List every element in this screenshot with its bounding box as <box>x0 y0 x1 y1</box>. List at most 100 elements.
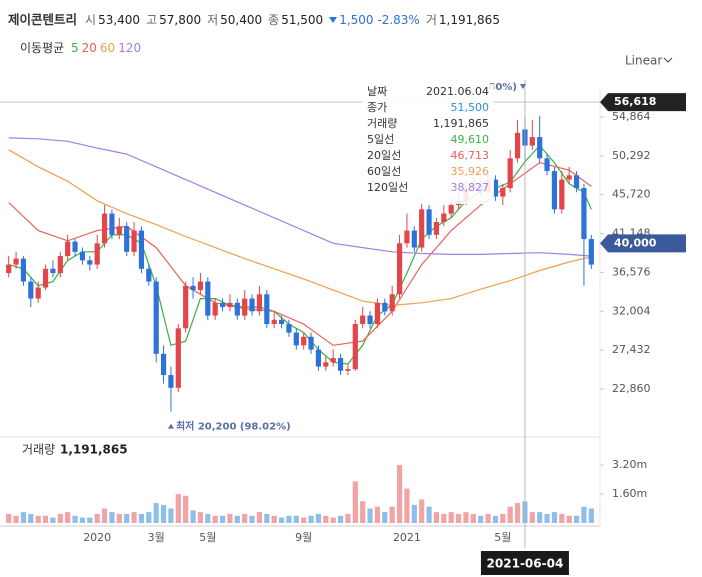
candle-body <box>79 251 86 261</box>
dropdown-chevron[interactable] <box>663 57 673 63</box>
volume-bar <box>242 513 248 523</box>
candle-body <box>559 179 565 210</box>
volume-bar <box>87 517 93 523</box>
candle-body <box>573 175 580 189</box>
volume-bar <box>175 494 181 523</box>
tooltip-value: 51,500 <box>451 101 490 114</box>
volume-bar <box>433 512 440 523</box>
candle-body <box>433 222 440 235</box>
candle-body <box>205 281 211 316</box>
volume-bar <box>168 508 174 523</box>
volume-bar <box>249 515 255 523</box>
volume-bar <box>500 513 506 523</box>
candle-body <box>94 243 100 265</box>
candle-body <box>514 132 521 159</box>
volume-bar <box>212 515 218 523</box>
tooltip-label: 종가 <box>367 101 387 114</box>
volume-bar <box>20 512 27 523</box>
volume-bar <box>389 506 395 523</box>
volume-bar <box>492 515 499 523</box>
candle-body <box>345 369 351 371</box>
candle-body <box>396 243 403 295</box>
volume-bar <box>529 512 535 523</box>
ma-legend-item: 60 <box>99 41 116 55</box>
volume-bar <box>411 504 417 523</box>
volume-bar <box>470 513 476 523</box>
volume-bar <box>153 503 159 523</box>
volume-bar <box>382 512 388 523</box>
volume-bar <box>581 506 587 523</box>
price-tag-label: 56,618 <box>614 95 656 108</box>
volume-bar <box>337 515 344 523</box>
volume-bar <box>116 513 122 523</box>
scale-selector[interactable]: Linear <box>625 54 662 68</box>
candle-body <box>183 285 189 329</box>
volume-key: 거 <box>425 13 437 27</box>
volume-bar <box>559 513 565 523</box>
volume-bar <box>28 513 34 523</box>
field-value: 57,800 <box>159 13 202 27</box>
candle-body <box>242 298 248 316</box>
price-tag-label: 40,000 <box>614 236 657 249</box>
candle-body <box>131 230 137 252</box>
tooltip-value: 35,926 <box>451 165 490 178</box>
candle-body <box>441 213 447 223</box>
ma-line <box>8 137 592 257</box>
volume-bar <box>227 513 233 523</box>
candle-body <box>35 287 41 299</box>
volume-bar <box>441 513 447 523</box>
candle-body <box>382 302 388 312</box>
candle-body <box>160 353 167 376</box>
volume-bar <box>367 508 373 523</box>
tooltip-label: 거래량 <box>367 117 397 130</box>
candle-body <box>337 358 344 371</box>
candle-body <box>42 268 49 288</box>
volume-title: 거래량 <box>22 443 55 457</box>
tooltip-label: 120일선 <box>367 180 408 194</box>
volume-bar <box>197 512 204 523</box>
field-value: 51,500 <box>281 13 324 27</box>
volume-bar <box>131 512 137 523</box>
tooltip-box <box>362 84 494 204</box>
candle-body <box>197 281 204 291</box>
x-tick-label: 5월 <box>494 531 511 544</box>
volume-bar <box>463 512 469 523</box>
candle-body <box>227 302 233 308</box>
y-tick-label: 22,860 <box>612 382 651 395</box>
volume-bar <box>396 465 403 523</box>
volume-bar <box>551 512 558 523</box>
field-key: 시 <box>85 13 97 27</box>
candle-body <box>20 258 27 282</box>
down-triangle <box>329 17 338 23</box>
tooltip-value: 46,713 <box>451 149 490 162</box>
crosshair-date: 2021-06-04 <box>487 557 564 571</box>
x-tick-label: 9월 <box>295 531 312 544</box>
crosshair-date-box <box>480 551 569 575</box>
volume-bar <box>293 515 299 523</box>
y-tick-label: 54,864 <box>612 110 651 123</box>
candle-body <box>168 375 174 388</box>
candle-body <box>492 179 499 197</box>
volume-bar <box>537 512 543 523</box>
tooltip-label: 60일선 <box>367 164 401 178</box>
candle-body <box>389 294 395 312</box>
volume-bar <box>205 513 211 523</box>
volume-bar <box>146 512 152 523</box>
field-value: 53,400 <box>98 13 141 27</box>
candle-body <box>308 336 314 350</box>
volume-bar <box>426 506 432 523</box>
volume-bar <box>101 508 108 523</box>
candle-body <box>264 294 270 325</box>
volume-bar <box>455 513 462 523</box>
candle-body <box>138 230 145 269</box>
change-text: 1,500 -2.83% <box>339 13 420 27</box>
candle-body <box>588 239 594 265</box>
tooltip-value: 38,827 <box>451 181 490 194</box>
candle-body <box>448 205 454 214</box>
price-tag <box>600 234 686 253</box>
candle-body <box>352 324 358 370</box>
candle-body <box>323 362 329 367</box>
volume-bar <box>57 513 63 523</box>
candle-body <box>301 336 307 346</box>
